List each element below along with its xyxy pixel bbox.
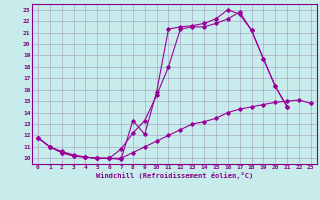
X-axis label: Windchill (Refroidissement éolien,°C): Windchill (Refroidissement éolien,°C)	[96, 172, 253, 179]
